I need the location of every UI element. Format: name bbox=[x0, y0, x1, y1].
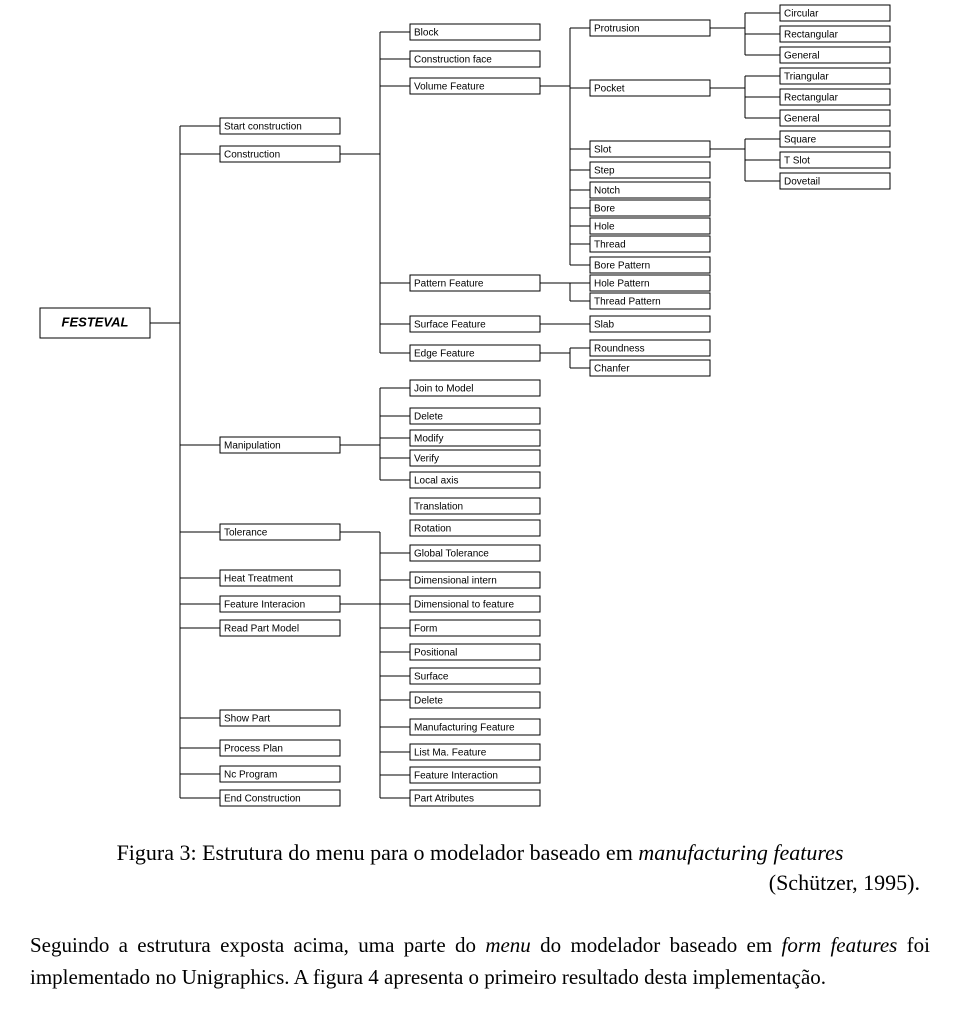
svg-text:List Ma. Feature: List Ma. Feature bbox=[414, 748, 487, 759]
svg-text:Verify: Verify bbox=[414, 454, 439, 465]
svg-text:Manufacturing Feature: Manufacturing Feature bbox=[414, 723, 515, 734]
svg-text:Slab: Slab bbox=[594, 320, 614, 331]
svg-text:Tolerance: Tolerance bbox=[224, 528, 268, 539]
svg-text:Join to Model: Join to Model bbox=[414, 384, 473, 395]
svg-text:Surface: Surface bbox=[414, 672, 449, 683]
svg-text:General: General bbox=[784, 114, 820, 125]
svg-text:Rectangular: Rectangular bbox=[784, 93, 839, 104]
svg-text:Rotation: Rotation bbox=[414, 524, 451, 535]
svg-text:Global Tolerance: Global Tolerance bbox=[414, 549, 489, 560]
svg-text:T Slot: T Slot bbox=[784, 156, 810, 167]
svg-text:Dovetail: Dovetail bbox=[784, 177, 820, 188]
svg-text:Positional: Positional bbox=[414, 648, 457, 659]
svg-text:Dimensional intern: Dimensional intern bbox=[414, 576, 497, 587]
svg-text:Modify: Modify bbox=[414, 434, 443, 445]
figure-citation: (Schützer, 1995). bbox=[769, 870, 920, 896]
svg-text:Dimensional to feature: Dimensional to feature bbox=[414, 600, 514, 611]
svg-text:Process Plan: Process Plan bbox=[224, 744, 283, 755]
svg-text:Delete: Delete bbox=[414, 696, 443, 707]
svg-text:Pocket: Pocket bbox=[594, 84, 625, 95]
svg-text:Part Atributes: Part Atributes bbox=[414, 794, 474, 805]
svg-text:Bore: Bore bbox=[594, 204, 616, 215]
svg-text:Feature Interacion: Feature Interacion bbox=[224, 600, 305, 611]
svg-text:Circular: Circular bbox=[784, 9, 819, 20]
svg-text:Show Part: Show Part bbox=[224, 714, 270, 725]
svg-text:Slot: Slot bbox=[594, 145, 611, 156]
svg-text:Feature Interaction: Feature Interaction bbox=[414, 771, 498, 782]
svg-text:Roundness: Roundness bbox=[594, 344, 645, 355]
svg-text:Hole Pattern: Hole Pattern bbox=[594, 279, 650, 290]
svg-text:Construction: Construction bbox=[224, 150, 280, 161]
svg-text:Local axis: Local axis bbox=[414, 476, 458, 487]
svg-text:Edge Feature: Edge Feature bbox=[414, 349, 475, 360]
svg-text:Rectangular: Rectangular bbox=[784, 30, 839, 41]
svg-text:Read Part Model: Read Part Model bbox=[224, 624, 299, 635]
svg-text:Construction face: Construction face bbox=[414, 55, 492, 66]
svg-text:Protrusion: Protrusion bbox=[594, 24, 640, 35]
svg-text:Manipulation: Manipulation bbox=[224, 441, 281, 452]
svg-text:Thread Pattern: Thread Pattern bbox=[594, 297, 661, 308]
svg-text:Square: Square bbox=[784, 135, 817, 146]
svg-text:Form: Form bbox=[414, 624, 437, 635]
svg-text:Pattern Feature: Pattern Feature bbox=[414, 279, 484, 290]
svg-text:Triangular: Triangular bbox=[784, 72, 829, 83]
svg-text:Hole: Hole bbox=[594, 222, 615, 233]
body-paragraph: Seguindo a estrutura exposta acima, uma … bbox=[30, 930, 930, 993]
svg-text:FESTEVAL: FESTEVAL bbox=[62, 315, 129, 330]
figure-caption: Figura 3: Estrutura do menu para o model… bbox=[0, 840, 960, 866]
svg-text:Step: Step bbox=[594, 166, 615, 177]
svg-text:Thread: Thread bbox=[594, 240, 626, 251]
svg-text:Delete: Delete bbox=[414, 412, 443, 423]
svg-text:Translation: Translation bbox=[414, 502, 463, 513]
svg-text:Nc Program: Nc Program bbox=[224, 770, 277, 781]
svg-text:Volume Feature: Volume Feature bbox=[414, 82, 485, 93]
svg-text:Surface Feature: Surface Feature bbox=[414, 320, 486, 331]
svg-text:Block: Block bbox=[414, 28, 439, 39]
svg-text:Bore Pattern: Bore Pattern bbox=[594, 261, 650, 272]
svg-text:Chanfer: Chanfer bbox=[594, 364, 630, 375]
svg-text:Heat Treatment: Heat Treatment bbox=[224, 574, 293, 585]
svg-text:General: General bbox=[784, 51, 820, 62]
svg-text:Start construction: Start construction bbox=[224, 122, 302, 133]
svg-text:Notch: Notch bbox=[594, 186, 620, 197]
svg-text:End Construction: End Construction bbox=[224, 794, 301, 805]
